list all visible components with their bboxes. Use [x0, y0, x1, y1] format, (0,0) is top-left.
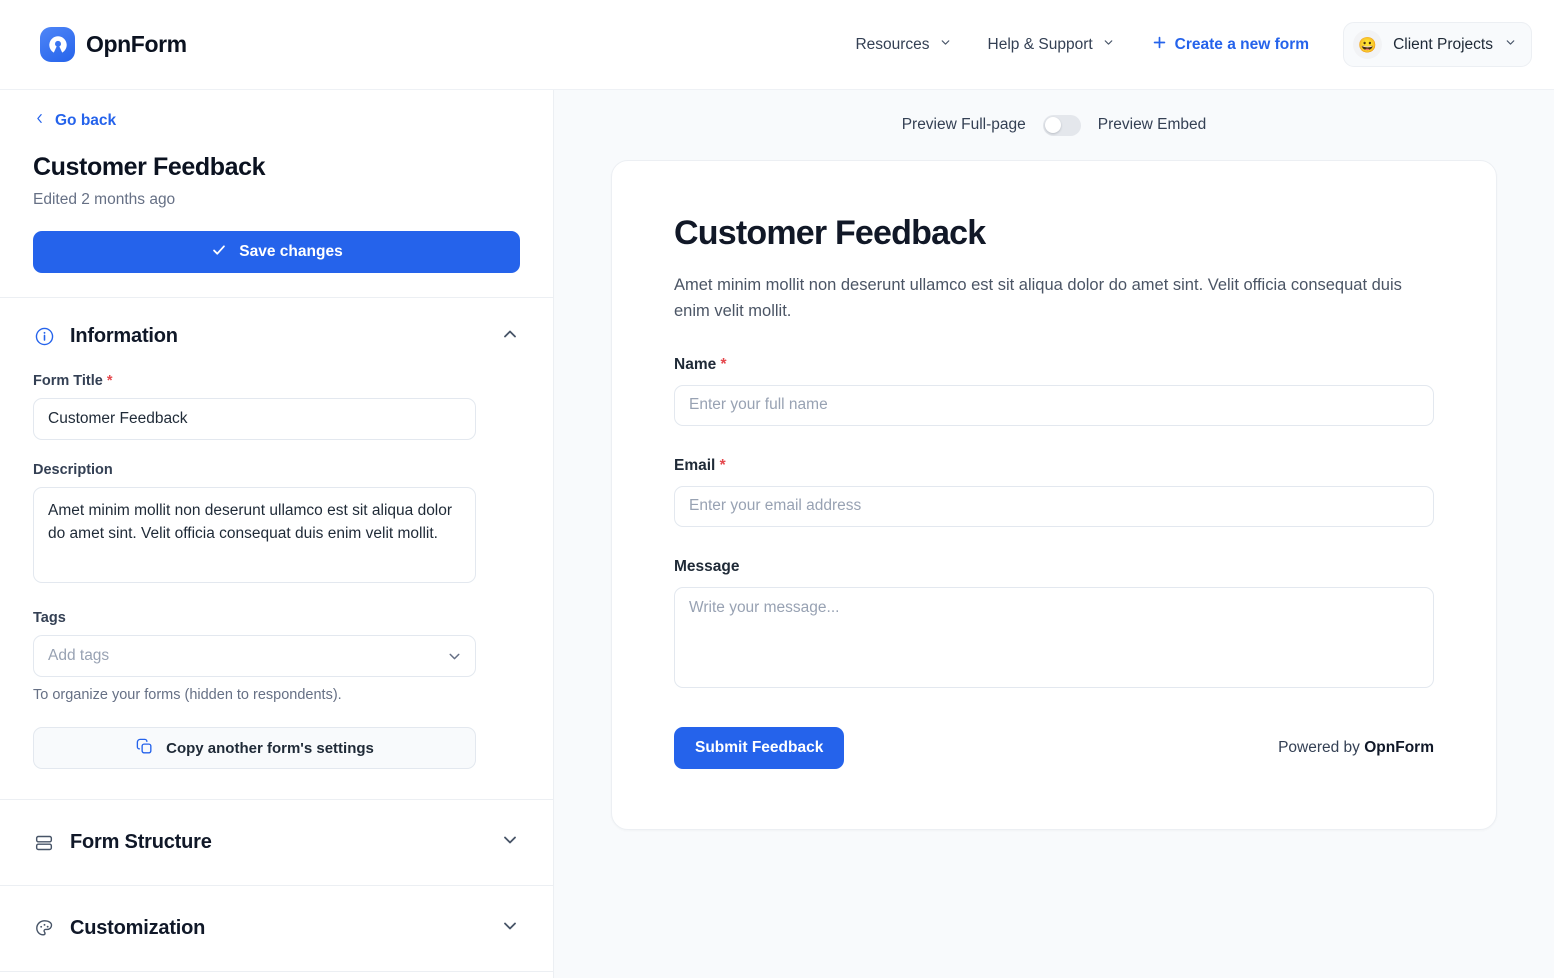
- description-field-label: Description: [33, 462, 113, 478]
- preview-field-email: Email *: [674, 457, 1434, 527]
- last-edited-text: Edited 2 months ago: [33, 191, 176, 208]
- preview-field-name-label-text: Name: [674, 355, 717, 373]
- create-new-form-label: Create a new form: [1174, 35, 1310, 53]
- submit-feedback-button[interactable]: Submit Feedback: [674, 726, 845, 769]
- section-customization-header[interactable]: Customization: [0, 886, 553, 971]
- form-title-input[interactable]: [33, 398, 476, 440]
- copy-form-settings-label: Copy another form's settings: [166, 739, 374, 757]
- preview-mode-toggle-row: Preview Full-page Preview Embed: [554, 90, 1554, 160]
- section-information-body: Form Title * Description Tags Add tags: [0, 373, 553, 799]
- required-asterisk: *: [720, 355, 727, 373]
- powered-by-prefix: Powered by: [1278, 738, 1365, 756]
- copy-form-settings-button[interactable]: Copy another form's settings: [33, 727, 476, 769]
- required-asterisk: *: [106, 373, 113, 389]
- nav-item-help-support[interactable]: Help & Support: [970, 28, 1133, 62]
- form-preview-card: Customer Feedback Amet minim mollit non …: [611, 160, 1497, 830]
- tags-select-wrapper: Add tags: [33, 635, 476, 677]
- sidebar-header: Go back Customer Feedback Edited 2 month…: [0, 90, 553, 298]
- top-nav-items: Resources Help & Support Create a new fo…: [837, 22, 1532, 67]
- workspace-name: Client Projects: [1393, 35, 1493, 53]
- nav-item-resources[interactable]: Resources: [837, 28, 969, 62]
- tags-field-label: Tags: [33, 610, 66, 626]
- plus-icon: [1151, 34, 1168, 56]
- preview-field-name-label: Name *: [674, 356, 1434, 374]
- app-body: Go back Customer Feedback Edited 2 month…: [0, 90, 1554, 978]
- go-back-label: Go back: [55, 112, 117, 129]
- copy-icon: [135, 737, 154, 760]
- preview-field-email-label: Email *: [674, 457, 1434, 475]
- section-information: Information Form Title * Description Tag…: [0, 298, 553, 800]
- preview-field-message-label: Message: [674, 557, 740, 575]
- section-customization: Customization: [0, 886, 553, 972]
- chevron-left-icon: [33, 112, 46, 130]
- preview-form-title: Customer Feedback: [674, 214, 986, 252]
- preview-fullpage-label: Preview Full-page: [901, 116, 1026, 133]
- chevron-down-icon: [939, 36, 952, 54]
- toggle-knob: [1045, 117, 1062, 133]
- info-circle-icon: [33, 326, 55, 348]
- preview-mode-toggle[interactable]: [1042, 114, 1081, 136]
- avatar: 😀: [1353, 30, 1383, 59]
- create-new-form-button[interactable]: Create a new form: [1133, 26, 1327, 64]
- section-information-header[interactable]: Information: [0, 298, 553, 373]
- go-back-link[interactable]: Go back: [33, 112, 116, 130]
- powered-by-brand: OpnForm: [1364, 738, 1434, 756]
- section-form-structure-header[interactable]: Form Structure: [0, 800, 553, 885]
- chevron-down-icon[interactable]: [500, 830, 520, 855]
- form-title-field-label-text: Form Title: [33, 373, 103, 389]
- top-navigation-bar: OpnForm Resources Help & Support Create …: [0, 0, 1554, 90]
- tags-placeholder: Add tags: [48, 647, 110, 664]
- preview-field-email-label-text: Email: [674, 456, 716, 474]
- palette-icon: [33, 918, 55, 940]
- chevron-down-icon: [1102, 36, 1115, 54]
- nav-item-resources-label: Resources: [855, 35, 930, 53]
- chevron-down-icon: [1504, 36, 1517, 54]
- save-changes-label: Save changes: [239, 243, 343, 260]
- section-form-structure: Form Structure: [0, 800, 553, 886]
- chevron-up-icon[interactable]: [500, 324, 520, 349]
- page-title: Customer Feedback: [33, 153, 266, 181]
- brand-logo-group[interactable]: OpnForm: [40, 27, 187, 62]
- description-textarea[interactable]: [33, 487, 476, 583]
- chevron-down-icon[interactable]: [500, 916, 520, 941]
- brand-name: OpnForm: [86, 31, 187, 57]
- preview-embed-label: Preview Embed: [1097, 116, 1207, 133]
- section-form-structure-title: Form Structure: [70, 831, 212, 853]
- preview-form-description: Amet minim mollit non deserunt ullamco e…: [674, 276, 1402, 321]
- workspace-switcher[interactable]: 😀 Client Projects: [1343, 22, 1532, 67]
- save-changes-button[interactable]: Save changes: [33, 231, 520, 273]
- form-title-field-label: Form Title *: [33, 373, 520, 389]
- form-editor-sidebar: Go back Customer Feedback Edited 2 month…: [0, 90, 554, 978]
- section-customization-title: Customization: [70, 917, 206, 939]
- required-asterisk: *: [719, 456, 726, 474]
- tags-help-text: To organize your forms (hidden to respon…: [33, 687, 342, 703]
- preview-email-input[interactable]: [674, 485, 1434, 527]
- preview-field-message: Message: [674, 558, 1434, 693]
- section-information-title: Information: [70, 325, 178, 347]
- tags-select[interactable]: Add tags: [33, 635, 476, 677]
- preview-message-textarea[interactable]: [674, 586, 1434, 688]
- preview-name-input[interactable]: [674, 384, 1434, 426]
- opnform-logo-icon: [40, 27, 75, 62]
- rows-layout-icon: [33, 832, 55, 854]
- nav-item-help-support-label: Help & Support: [987, 35, 1093, 53]
- preview-form-footer: Submit Feedback Powered by OpnForm: [674, 726, 1434, 769]
- powered-by-text: Powered by OpnForm: [1278, 739, 1434, 757]
- check-icon: [210, 241, 228, 264]
- form-preview-pane: Preview Full-page Preview Embed Customer…: [554, 90, 1554, 978]
- preview-field-name: Name *: [674, 356, 1434, 426]
